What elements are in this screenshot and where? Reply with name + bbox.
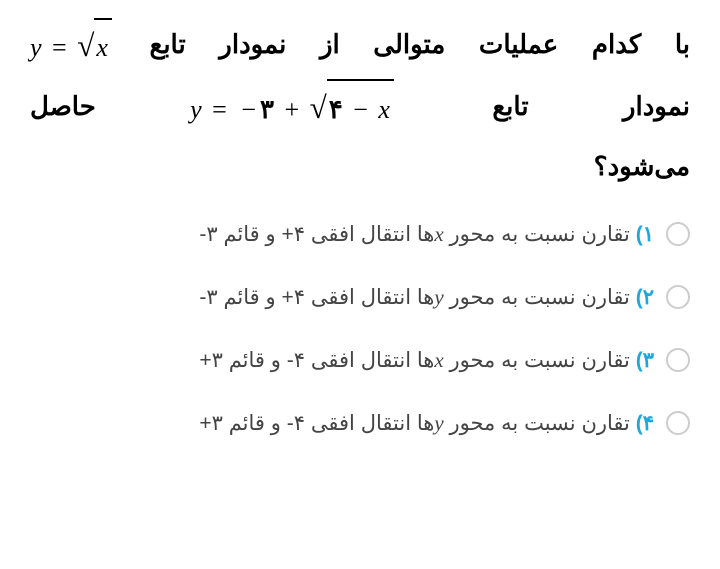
eq2-minus: −	[349, 95, 372, 124]
option-2[interactable]: ۲) تقارن نسبت به محور yها انتقال افقی ۴+…	[30, 285, 690, 310]
eq2-y: y	[190, 95, 202, 124]
option-2-text: تقارن نسبت به محور yها انتقال افقی ۴+ و …	[199, 286, 630, 309]
q-text-2a: نمودار تابع	[492, 91, 690, 121]
eq2-plus: +	[280, 95, 303, 124]
eq1-y: y	[30, 33, 42, 62]
eq2-x: x	[378, 95, 390, 124]
question-line-2: نمودار تابع y = −۳ + √۴ − x حاصل	[30, 77, 690, 139]
eq2-sqrt: √۴ − x	[310, 77, 398, 139]
eq2-three: ۳	[260, 94, 274, 124]
q-text-2b: حاصل	[30, 91, 96, 121]
eq2-neg: −	[237, 95, 260, 124]
question-text: با کدام عملیات متوالی از نمودار تابع y =…	[30, 15, 690, 192]
option-4-num: ۴)	[636, 412, 654, 435]
option-2-num: ۲)	[636, 286, 654, 309]
option-4-text: تقارن نسبت به محور yها انتقال افقی ۴- و …	[199, 412, 630, 435]
question-line-3: می‌شود؟	[30, 140, 690, 192]
q-text-3: می‌شود؟	[594, 151, 690, 181]
question-line-1: با کدام عملیات متوالی از نمودار تابع y =…	[30, 15, 690, 77]
radio-4[interactable]	[666, 411, 690, 435]
option-1[interactable]: ۱) تقارن نسبت به محور xها انتقال افقی ۴+…	[30, 222, 690, 247]
radio-1[interactable]	[666, 222, 690, 246]
option-1-text: تقارن نسبت به محور xها انتقال افقی ۴+ و …	[199, 223, 630, 246]
option-4[interactable]: ۴) تقارن نسبت به محور yها انتقال افقی ۴-…	[30, 411, 690, 436]
eq1-sqrt-x: x	[94, 18, 112, 74]
eq1-sqrt: √x	[77, 15, 116, 77]
eq2-four: ۴	[329, 94, 343, 124]
eq1-equals: =	[48, 33, 71, 62]
eq2-equals: =	[208, 95, 231, 124]
options-container: ۱) تقارن نسبت به محور xها انتقال افقی ۴+…	[30, 222, 690, 436]
option-3[interactable]: ۳) تقارن نسبت به محور xها انتقال افقی ۴-…	[30, 348, 690, 373]
radio-3[interactable]	[666, 348, 690, 372]
equation-1: y = √x	[30, 15, 116, 77]
equation-2: y = −۳ + √۴ − x	[190, 77, 398, 139]
option-3-num: ۳)	[636, 349, 654, 372]
option-3-text: تقارن نسبت به محور xها انتقال افقی ۴- و …	[199, 349, 630, 372]
radio-2[interactable]	[666, 285, 690, 309]
q-text-1: با کدام عملیات متوالی از نمودار تابع	[149, 29, 690, 59]
option-1-num: ۱)	[636, 223, 654, 246]
